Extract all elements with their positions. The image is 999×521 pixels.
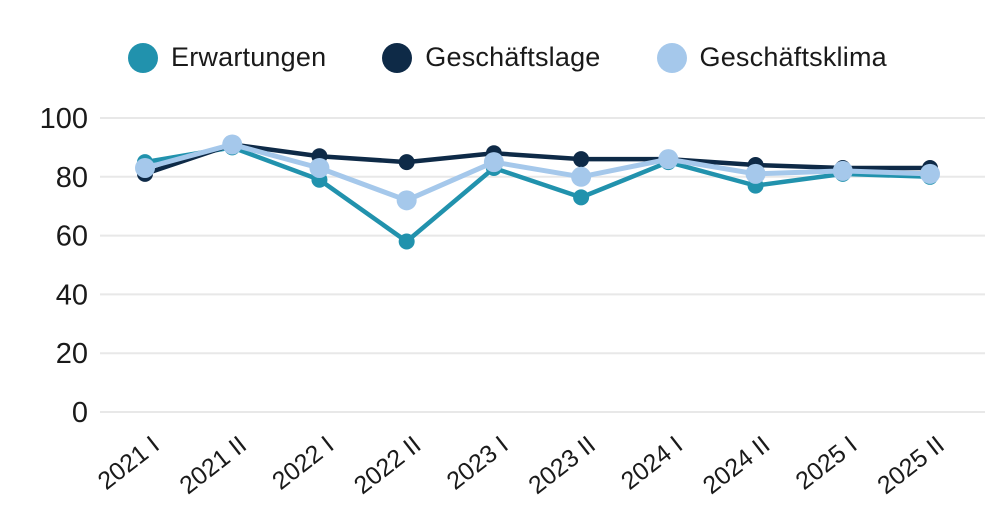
y-tick-label-80: 80: [56, 162, 88, 194]
series-line-gesch-ftsklima: [142, 141, 933, 203]
series-marker-gesch-ftsklima: [396, 190, 417, 211]
legend-label-geschaeftslage: Geschäftslage: [425, 42, 601, 72]
y-tick-label-0: 0: [72, 397, 88, 429]
chart-legend: Erwartungen Geschäftslage Geschäftsklima: [128, 42, 887, 73]
series-line-erwartungen: [142, 145, 933, 244]
legend-label-erwartungen: Erwartungen: [171, 42, 327, 72]
series-marker-gesch-ftsklima: [309, 157, 330, 178]
series-marker-gesch-ftsklima: [920, 163, 940, 184]
legend-item-geschaeftsklima: Geschäftsklima: [656, 42, 887, 73]
x-tick-label-2: 2021 II: [174, 431, 251, 500]
series-marker-erwartungen: [573, 189, 590, 206]
x-tick-label-7: 2024 I: [616, 431, 688, 496]
x-tick-label-4: 2022 II: [349, 431, 426, 500]
x-tick-label-9: 2025 I: [790, 431, 862, 496]
y-tick-label-40: 40: [56, 279, 88, 311]
series-marker-gesch-ftsklima: [222, 134, 243, 155]
series-marker-gesch-ftslage: [573, 151, 590, 168]
erwartungen-dot-icon: [128, 42, 158, 73]
series-marker-gesch-ftsklima: [745, 163, 766, 184]
y-tick-label-60: 60: [56, 221, 88, 253]
legend-label-geschaeftsklima: Geschäftsklima: [699, 42, 887, 72]
x-tick-label-3: 2022 I: [267, 431, 339, 496]
series-marker-gesch-ftsklima: [483, 152, 504, 173]
x-tick-label-6: 2023 II: [523, 431, 600, 500]
x-tick-label-1: 2021 I: [93, 431, 165, 496]
series-marker-erwartungen: [398, 233, 415, 250]
y-tick-label-20: 20: [56, 338, 88, 370]
geschaeftsklima-dot-icon: [656, 42, 687, 73]
series-marker-gesch-ftsklima: [571, 166, 592, 187]
geschaeftslage-dot-icon: [382, 42, 413, 73]
x-tick-label-10: 2025 II: [872, 431, 949, 500]
series-marker-gesch-ftslage: [398, 154, 415, 171]
series-line-gesch-ftslage: [142, 142, 933, 177]
series-marker-gesch-ftsklima: [135, 157, 155, 178]
series-marker-gesch-ftsklima: [658, 149, 679, 170]
x-tick-label-5: 2023 I: [442, 431, 514, 496]
y-tick-label-100: 100: [40, 103, 88, 135]
series-marker-gesch-ftsklima: [832, 160, 853, 181]
legend-item-geschaeftslage: Geschäftslage: [382, 42, 600, 73]
legend-item-erwartungen: Erwartungen: [128, 42, 326, 73]
x-tick-label-8: 2024 II: [698, 431, 775, 500]
